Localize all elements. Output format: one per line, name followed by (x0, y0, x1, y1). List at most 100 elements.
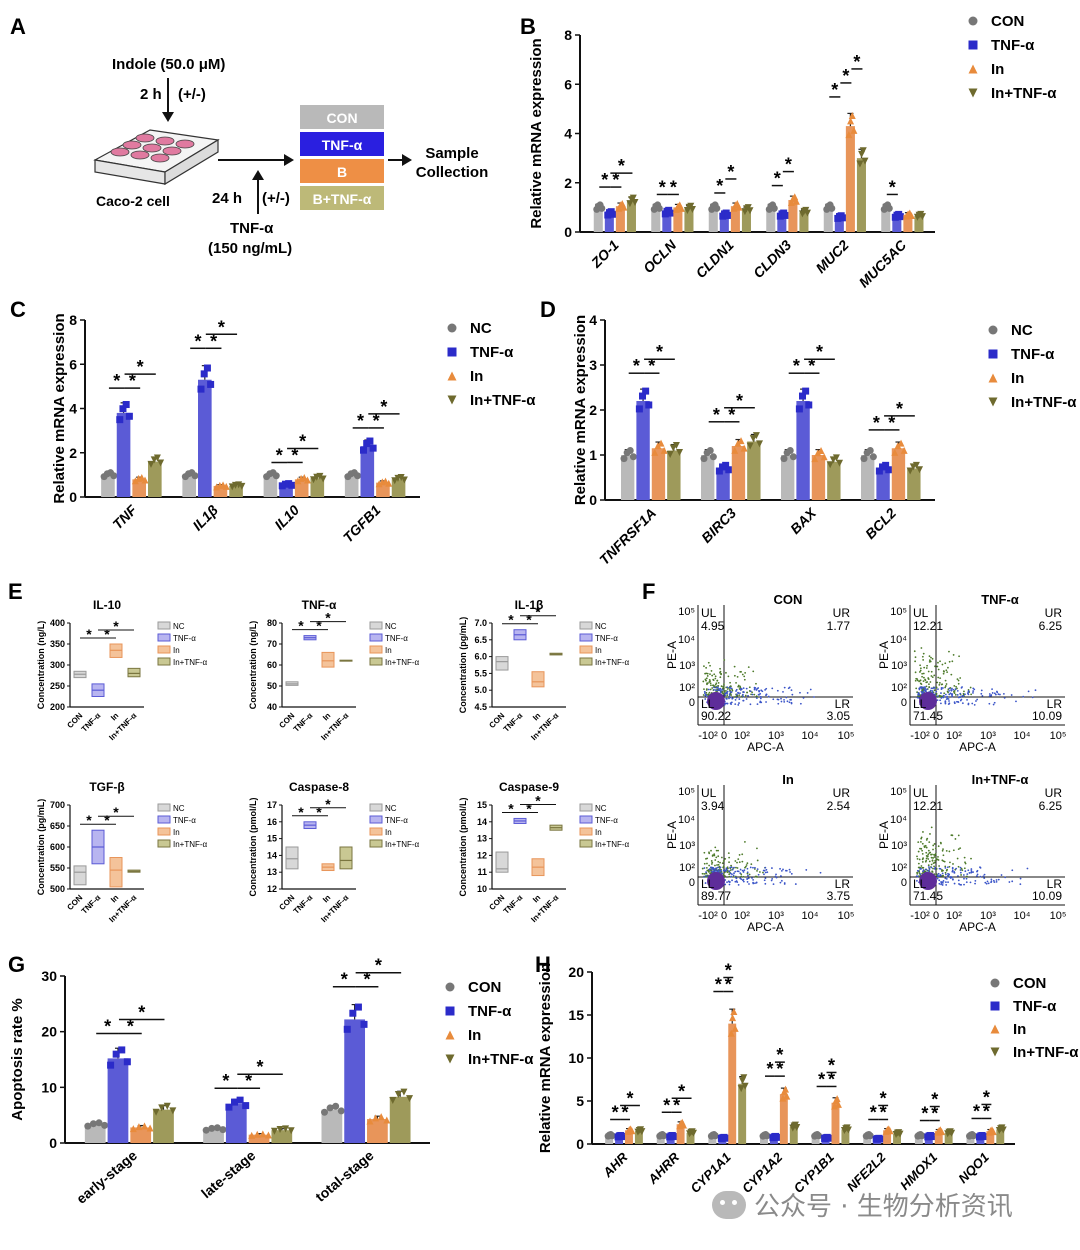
subplot-title: TGF-β (89, 780, 124, 794)
y-tick-label: 0 (576, 1136, 584, 1152)
event (722, 873, 725, 876)
data-point (907, 211, 915, 219)
event (710, 849, 712, 852)
event (997, 878, 1000, 881)
event (938, 882, 941, 885)
event (734, 870, 737, 873)
legend-swatch (157, 815, 171, 824)
data-point (803, 209, 811, 217)
x-tick-label: 10³ (768, 910, 784, 922)
event (750, 863, 753, 866)
data-point (282, 1125, 290, 1133)
event (944, 877, 947, 880)
sig-star: * (508, 800, 514, 816)
event (916, 872, 919, 875)
event (745, 864, 748, 866)
event (736, 693, 738, 696)
data-point (141, 1122, 149, 1130)
x-tick-label: 0 (933, 910, 939, 922)
legend-marker (447, 323, 457, 333)
event (969, 881, 972, 884)
event (922, 672, 925, 675)
bar-CYP1B1-CON (811, 1135, 820, 1144)
event (921, 691, 923, 693)
event (929, 689, 932, 692)
bar-CLDN3-TNF-α (777, 214, 787, 232)
event (728, 697, 730, 700)
y-tick-label: 250 (50, 681, 65, 691)
legend-label: In+TNF-α (385, 658, 420, 667)
category-label: TNF-α (80, 711, 103, 734)
event (914, 660, 917, 663)
event (925, 851, 928, 854)
category-label: TNF (109, 501, 140, 532)
subplot-title: IL-10 (93, 598, 121, 612)
bar-HMOX1-CON (914, 1135, 923, 1144)
event (754, 866, 756, 869)
bar-NFE2L2-CON (863, 1135, 872, 1144)
data-point (741, 1082, 749, 1090)
y-tick-label: 6 (564, 76, 572, 92)
event (758, 690, 761, 693)
event (776, 698, 779, 701)
event (940, 688, 943, 691)
quad-ll: LL (701, 877, 715, 891)
data-point (770, 204, 778, 212)
legend-label: CON (991, 13, 1024, 30)
data-point (814, 449, 822, 457)
event (971, 702, 974, 705)
y-tick-label: 10⁵ (678, 786, 695, 798)
data-point (885, 466, 893, 474)
data-point (781, 211, 789, 219)
event (1031, 696, 1034, 699)
event (957, 848, 960, 850)
val-ll: 89.77 (701, 889, 731, 903)
event (953, 701, 956, 703)
event (1022, 695, 1025, 698)
event (974, 879, 977, 882)
event (976, 870, 978, 873)
y-tick-label: 0 (689, 877, 695, 889)
event (726, 686, 729, 689)
event (933, 687, 936, 689)
data-point (89, 1120, 97, 1128)
quad-ul: UL (701, 786, 717, 800)
sig-star: * (375, 956, 382, 976)
event (983, 873, 986, 876)
event (719, 690, 722, 693)
event (743, 678, 746, 681)
event (715, 856, 718, 859)
event (757, 873, 760, 876)
event (788, 686, 791, 689)
event (806, 692, 809, 694)
y-axis-label: Apoptosis rate % (9, 998, 26, 1121)
data-point (629, 194, 637, 202)
event (737, 870, 740, 873)
time-2h: 2 h (140, 86, 162, 103)
event (772, 698, 775, 701)
event (934, 665, 936, 668)
event (707, 661, 710, 664)
bar-TGFB1-In+TNF-α (391, 479, 406, 497)
data-point (366, 437, 374, 445)
data-point (795, 405, 803, 413)
data-point (638, 1128, 646, 1136)
event (950, 689, 953, 692)
event (714, 864, 716, 867)
sig-star: * (776, 1045, 783, 1065)
data-point (360, 446, 367, 454)
event (729, 687, 731, 690)
data-point (406, 1095, 414, 1103)
event (981, 695, 984, 697)
x-tick-label: 10⁴ (802, 730, 819, 742)
legend-label: In+TNF-α (595, 658, 630, 667)
event (729, 681, 731, 684)
event (703, 876, 705, 878)
data-point (383, 1116, 391, 1124)
event (747, 666, 750, 669)
event (720, 856, 723, 859)
val-ul: 4.95 (701, 619, 725, 633)
flow-title: CON (774, 592, 803, 607)
bar-total-stage-In+TNF-α (389, 1096, 411, 1143)
event (940, 842, 942, 845)
